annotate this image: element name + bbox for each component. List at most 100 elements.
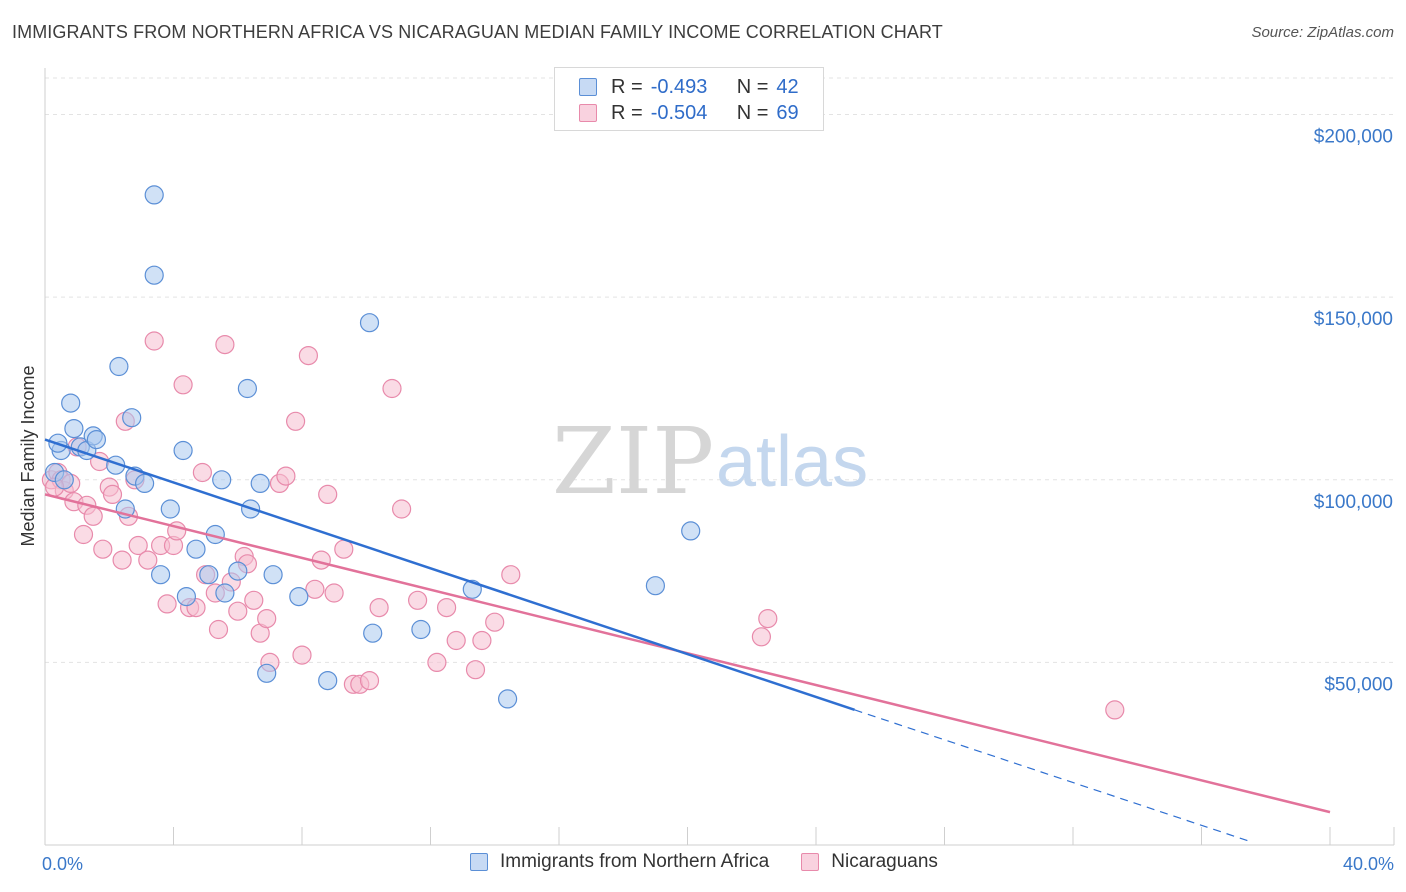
blue-trend-line xyxy=(44,438,855,712)
legend-label: Nicaraguans xyxy=(831,851,938,872)
stats-legend-row-blue: R = -0.493 N = 42 xyxy=(579,74,799,100)
y-tick-label: $100,000 xyxy=(1314,492,1393,513)
pink-point xyxy=(173,375,193,395)
r-value: -0.493 xyxy=(650,75,708,98)
blue-point xyxy=(173,440,193,461)
blue-point xyxy=(411,619,431,640)
pink-point xyxy=(465,660,486,680)
n-value: 42 xyxy=(776,75,799,98)
pink-point xyxy=(157,594,177,614)
blue-point xyxy=(160,499,180,519)
n-label: N = xyxy=(736,101,769,124)
pink-point xyxy=(472,630,492,651)
blue-point xyxy=(144,185,164,205)
source-label: Source: ZipAtlas.com xyxy=(1251,24,1394,41)
pink-point xyxy=(83,506,103,526)
y-tick-label: $50,000 xyxy=(1324,674,1393,695)
blue-point xyxy=(215,583,235,603)
pink-point xyxy=(102,484,123,504)
pink-swatch xyxy=(579,104,597,122)
axes: $50,000 $100,000 $150,000 $200,000 0.0% 40.0% xyxy=(42,68,1395,874)
pink-point xyxy=(758,608,778,629)
blue-point xyxy=(212,470,232,490)
pink-point xyxy=(257,608,277,629)
pink-point xyxy=(192,462,212,483)
blue-point xyxy=(681,521,701,541)
pink-point xyxy=(501,565,521,585)
pink-point xyxy=(437,597,457,618)
pink-point xyxy=(408,590,428,610)
blue-point xyxy=(176,586,196,607)
pink-point xyxy=(324,583,344,603)
blue-point xyxy=(61,393,81,413)
series-legend: Immigrants from Northern Africa Nicaragu… xyxy=(470,851,970,873)
pink-swatch xyxy=(801,853,820,871)
pink-point xyxy=(228,601,248,621)
blue-point xyxy=(144,265,164,285)
chart-title: IMMIGRANTS FROM NORTHERN AFRICA VS NICAR… xyxy=(12,22,943,42)
data-points xyxy=(41,185,1125,720)
pink-point xyxy=(382,378,402,399)
blue-point xyxy=(109,356,129,377)
blue-point xyxy=(645,576,666,596)
x-tick-label: 40.0% xyxy=(1343,854,1394,874)
blue-trend-extension xyxy=(854,709,1250,842)
watermark: ZIP atlas xyxy=(552,408,868,515)
pink-point xyxy=(138,550,158,570)
blue-point xyxy=(122,408,142,428)
r-label: R = xyxy=(611,101,643,124)
r-label: R = xyxy=(611,75,643,98)
blue-point xyxy=(199,565,219,585)
pink-point xyxy=(446,630,466,651)
blue-point xyxy=(289,586,309,607)
pink-point xyxy=(93,539,113,559)
blue-point xyxy=(86,430,107,450)
pink-point xyxy=(751,627,772,647)
pink-point xyxy=(305,579,325,599)
grid-lines xyxy=(45,77,1394,663)
pink-point xyxy=(369,597,389,618)
pink-point xyxy=(1105,700,1125,720)
blue-point xyxy=(363,623,383,643)
blue-point xyxy=(151,565,171,585)
watermark-zip: ZIP xyxy=(552,408,714,515)
blue-point xyxy=(54,470,74,490)
blue-point xyxy=(250,473,270,493)
y-tick-label: $150,000 xyxy=(1314,309,1393,330)
y-axis-label: Median Family Income xyxy=(18,365,38,546)
y-tick-label: $200,000 xyxy=(1314,127,1393,148)
r-value: -0.504 xyxy=(650,101,708,124)
pink-point xyxy=(318,484,338,504)
legend-label: Immigrants from Northern Africa xyxy=(500,851,770,872)
pink-point xyxy=(128,535,148,556)
pink-point xyxy=(215,335,235,355)
pink-point xyxy=(485,612,505,632)
pink-point xyxy=(276,466,296,486)
n-value: 69 xyxy=(776,101,799,124)
blue-point xyxy=(186,539,206,559)
blue-point xyxy=(318,670,338,691)
watermark-atlas: atlas xyxy=(716,422,868,502)
n-label: N = xyxy=(736,75,769,98)
blue-point xyxy=(359,313,380,333)
pink-point xyxy=(244,590,264,610)
pink-point xyxy=(73,524,94,545)
pink-point xyxy=(144,331,164,351)
legend-item-nicaraguans: Nicaraguans xyxy=(801,851,938,873)
pink-point xyxy=(334,539,354,559)
stats-legend: R = -0.493 N = 42 R = -0.504 N = 69 xyxy=(554,67,824,131)
pink-point xyxy=(392,499,412,519)
pink-point xyxy=(112,550,132,570)
x-tick-label: 0.0% xyxy=(42,854,83,874)
blue-point xyxy=(64,419,84,439)
pink-point xyxy=(292,645,312,665)
blue-point xyxy=(263,565,283,585)
pink-point xyxy=(208,619,229,640)
blue-swatch xyxy=(579,78,597,96)
pink-point xyxy=(286,411,306,431)
trend-lines xyxy=(44,438,1331,842)
blue-point xyxy=(135,473,155,493)
blue-point xyxy=(237,378,257,399)
pink-point xyxy=(359,670,380,691)
